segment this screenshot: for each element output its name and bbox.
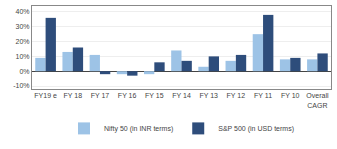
svg-text:FY 16: FY 16 [118,92,137,99]
svg-text:40%: 40% [16,8,30,15]
svg-text:OverallCAGR: OverallCAGR [306,92,329,108]
svg-text:FY 15: FY 15 [145,92,164,99]
svg-text:FY 13: FY 13 [199,92,218,99]
svg-text:30%: 30% [16,23,30,30]
svg-text:FY 11: FY 11 [254,92,272,99]
svg-text:FY 17: FY 17 [91,92,110,99]
svg-text:-10%: -10% [13,82,29,89]
svg-text:FY19 e: FY19 e [34,92,57,99]
svg-text:0%: 0% [19,68,29,75]
svg-text:Nifty 50 (in INR terms): Nifty 50 (in INR terms) [104,125,173,133]
svg-text:S&P 500 (in USD terms): S&P 500 (in USD terms) [218,125,294,133]
svg-text:FY 18: FY 18 [63,92,82,99]
svg-text:FY 10: FY 10 [281,92,300,99]
svg-text:FY 14: FY 14 [172,92,191,99]
svg-text:FY 12: FY 12 [227,92,246,99]
svg-text:20%: 20% [16,38,30,45]
svg-text:10%: 10% [16,53,30,60]
